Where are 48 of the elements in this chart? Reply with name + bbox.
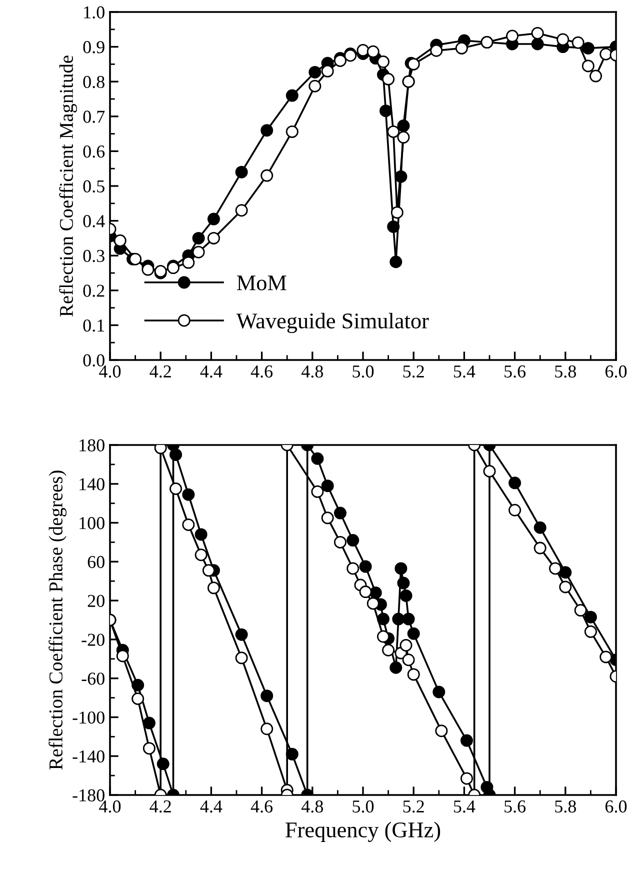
legend-label: Waveguide Simulator bbox=[236, 312, 429, 334]
x-tick-label: 6.0 bbox=[605, 800, 627, 813]
x-tick-label: 5.2 bbox=[403, 800, 424, 813]
x-tick-label: 5.2 bbox=[403, 365, 424, 378]
x-tick-label: 5.4 bbox=[454, 800, 476, 813]
y-axis-title: Reflection Coefficient Phase (degrees) bbox=[48, 470, 66, 770]
y-tick-label: 0.2 bbox=[83, 284, 104, 297]
y-tick-label: -180 bbox=[72, 789, 104, 802]
legend-label: MoM bbox=[236, 276, 286, 290]
y-tick-label: 0.0 bbox=[83, 354, 104, 367]
x-tick-label: 5.0 bbox=[352, 800, 374, 813]
y-tick-label: 0.3 bbox=[83, 250, 104, 262]
y-tick-label: 0.9 bbox=[83, 41, 104, 54]
x-tick-label: 4.0 bbox=[99, 800, 121, 813]
y-tick-label: 0.5 bbox=[83, 180, 104, 193]
y-tick-label: -20 bbox=[82, 634, 104, 646]
y-tick-label: -140 bbox=[72, 750, 104, 763]
y-tick-label: 1.0 bbox=[84, 6, 104, 19]
y-tick-label: 140 bbox=[80, 478, 104, 490]
x-tick-label: 4.8 bbox=[301, 800, 323, 813]
y-tick-label: 180 bbox=[80, 439, 104, 452]
x-tick-label: 4.6 bbox=[250, 365, 273, 378]
y-tick-label: 0.6 bbox=[83, 145, 105, 158]
x-tick-label: 6.0 bbox=[605, 365, 627, 378]
x-tick-label: 4.2 bbox=[150, 800, 171, 813]
x-tick-label: 5.4 bbox=[454, 366, 476, 378]
x-axis-title: Frequency (GHz) bbox=[286, 822, 440, 842]
y-tick-label: -60 bbox=[82, 672, 104, 685]
x-tick-label: 5.6 bbox=[504, 800, 526, 813]
x-tick-label: 5.0 bbox=[352, 365, 374, 378]
x-tick-label: 4.2 bbox=[150, 365, 171, 378]
x-tick-label: 5.8 bbox=[555, 365, 576, 378]
x-tick-label: 4.4 bbox=[200, 366, 222, 378]
y-tick-label: 0.4 bbox=[83, 215, 105, 228]
x-tick-label: 4.6 bbox=[250, 800, 273, 813]
y-tick-label: -100 bbox=[72, 711, 104, 724]
y-tick-label: 20 bbox=[88, 594, 104, 607]
y-tick-label: 0.1 bbox=[83, 319, 104, 332]
x-tick-label: 5.6 bbox=[504, 365, 526, 378]
y-axis-title: Reflection Coefficient Magnitude bbox=[59, 56, 78, 316]
x-tick-label: 4.0 bbox=[99, 365, 121, 378]
y-tick-label: 0.8 bbox=[83, 76, 104, 88]
y-tick-label: 100 bbox=[80, 517, 104, 530]
y-tick-label: 0.7 bbox=[83, 110, 105, 123]
x-tick-label: 4.8 bbox=[301, 365, 323, 378]
y-tick-label: 60 bbox=[88, 556, 104, 568]
x-tick-label: 5.8 bbox=[555, 800, 576, 813]
x-tick-label: 4.4 bbox=[200, 800, 222, 813]
